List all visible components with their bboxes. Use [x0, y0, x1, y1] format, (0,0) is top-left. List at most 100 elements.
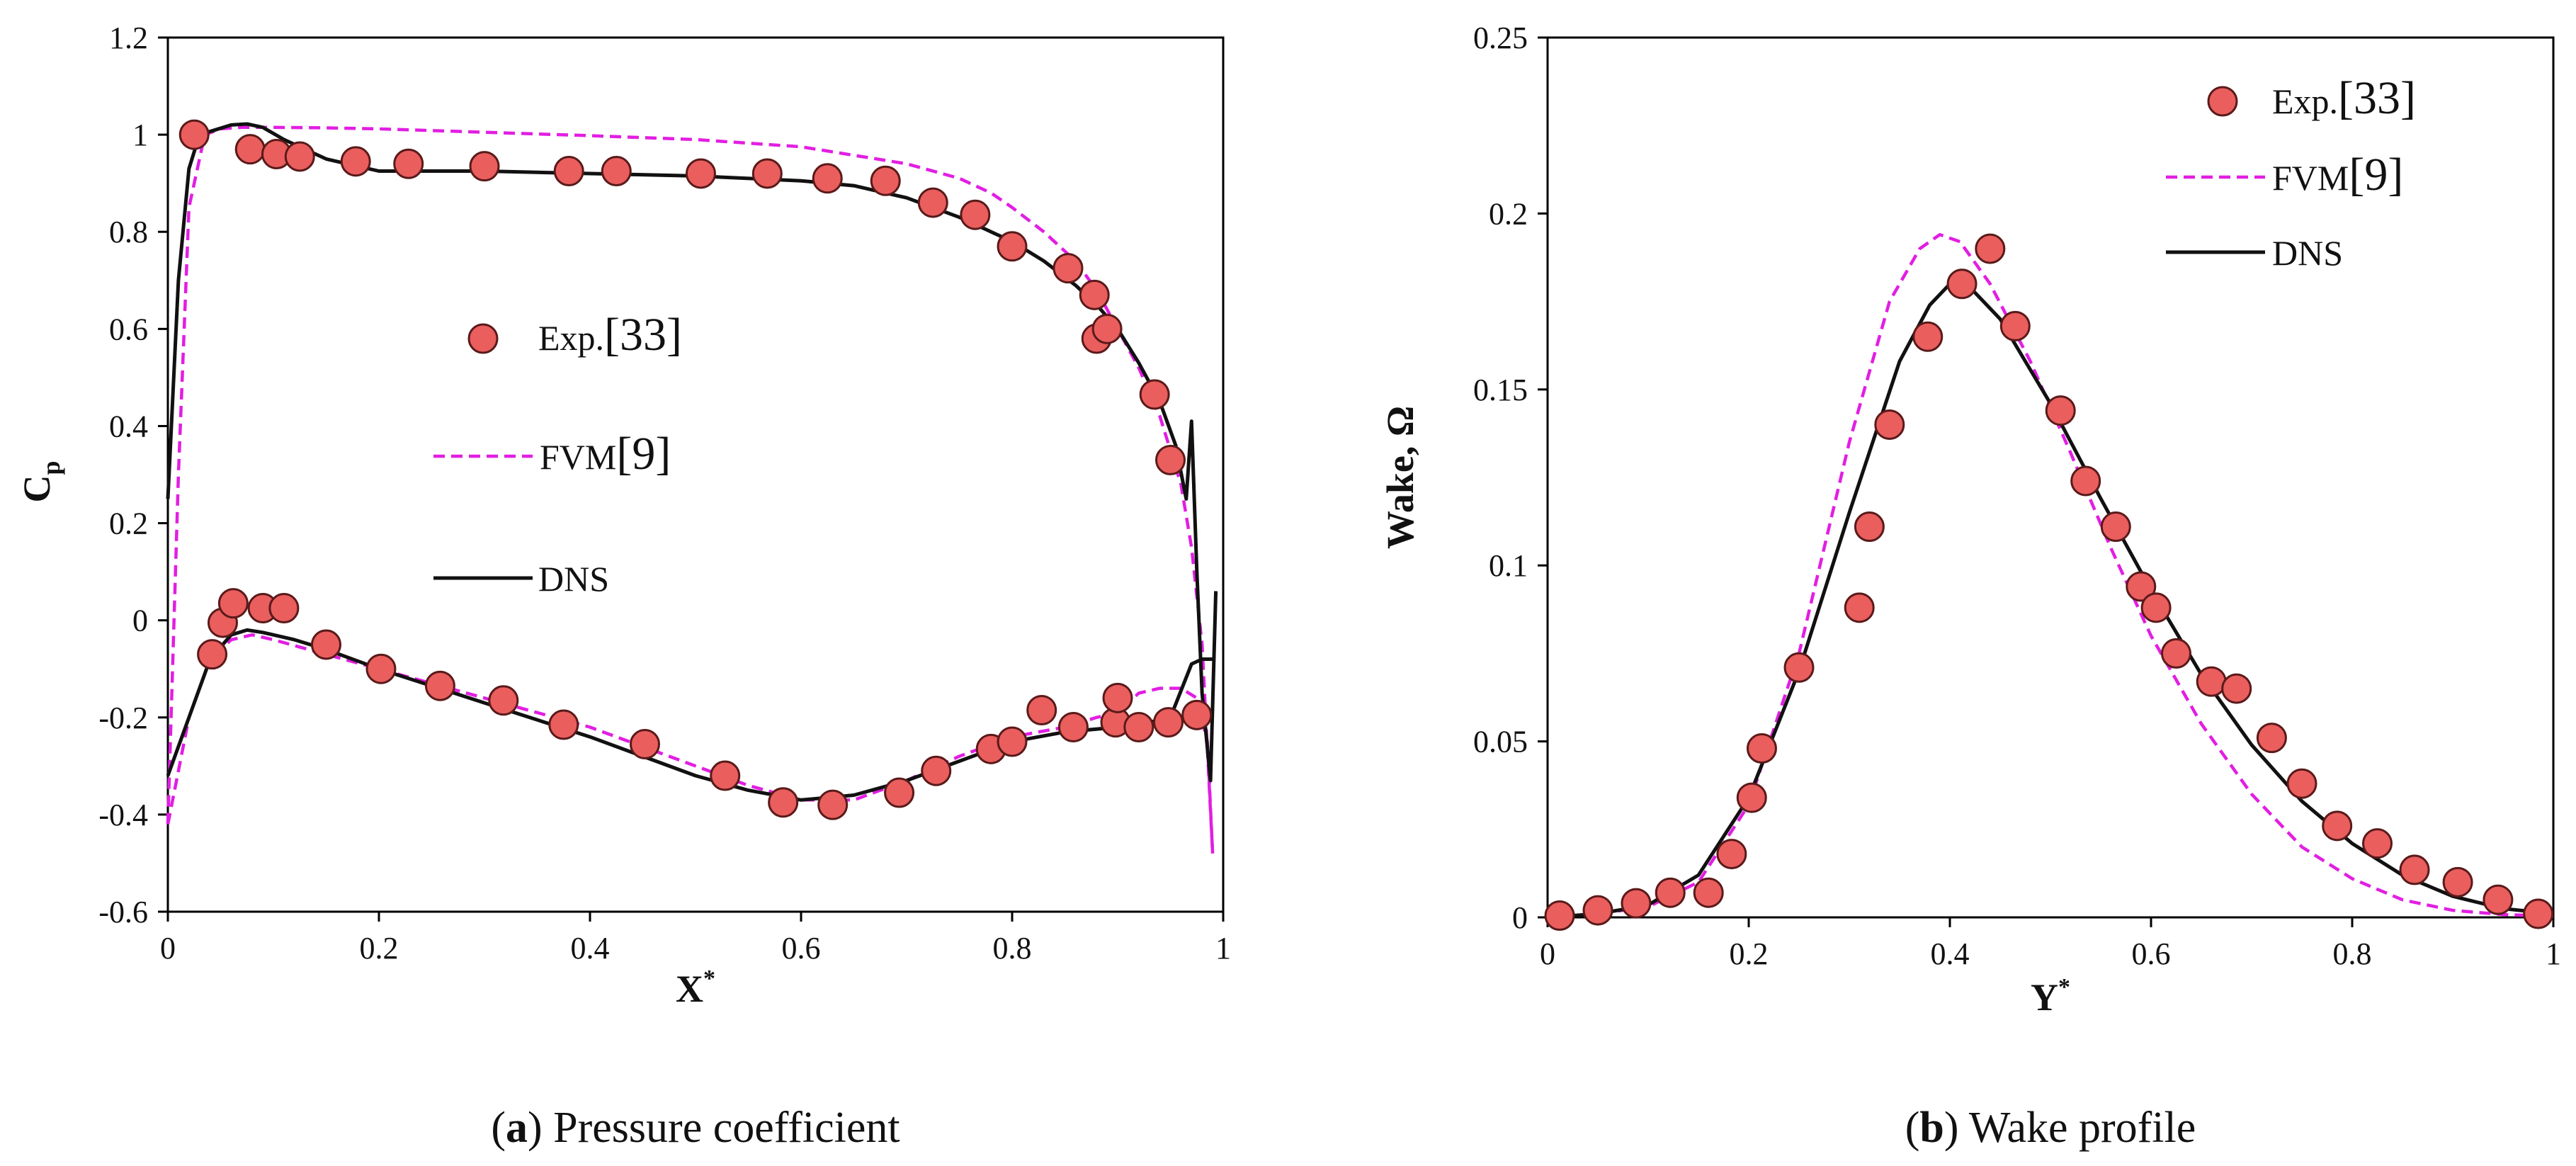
panel-b-exp-point — [2221, 673, 2252, 704]
panel-b-legend-dns-label: DNS — [2272, 233, 2343, 273]
panel-a-xtick-label: 0.2 — [360, 931, 399, 966]
panel-b-wake-profile: 0 0.2 0.4 0.6 0.8 1 0 0.05 0.1 0.15 0.2 0.25 Wake, … — [1379, 21, 2561, 1152]
panel-a-exp-point — [393, 148, 424, 179]
panel-a-exp-point — [1052, 253, 1084, 284]
panel-a-exp-point — [284, 141, 315, 172]
panel-a-exp-point — [812, 163, 843, 194]
panel-b-ytick-label: 0 — [1512, 900, 1528, 935]
panel-a-ytick-label: 0.8 — [109, 215, 148, 249]
panel-a-legend-exp-marker — [467, 323, 499, 354]
panel-b-exp-point — [1621, 888, 1652, 919]
panel-b-exp-point — [1693, 877, 1724, 908]
panel-a-ytick-label: -0.4 — [98, 798, 148, 832]
panel-b-xtick-label: 0.2 — [1730, 936, 1769, 971]
panel-a-exp-point — [424, 670, 455, 701]
panel-b-xlabel-sup: * — [2058, 974, 2070, 1000]
panel-b-caption-label: b — [1919, 1104, 1944, 1152]
panel-a-exp-point — [234, 134, 266, 165]
panel-a-xtick-label: 1 — [1215, 931, 1231, 966]
panel-a-xtick-label: 0.4 — [571, 931, 610, 966]
panel-a-ylabel-sub: p — [37, 460, 65, 475]
panel-b-exp-point — [2100, 511, 2131, 543]
panel-b-xtick-label: 0.8 — [2333, 936, 2372, 971]
panel-b-exp-point — [1874, 409, 1905, 440]
panel-a-exp-point — [629, 728, 660, 759]
panel-a-fvm-9-upper-line — [166, 125, 1215, 854]
panel-a-exp-point — [268, 593, 300, 624]
panel-b-fvm-9-line — [1547, 232, 2554, 919]
panel-a-exp-point — [710, 760, 741, 791]
panel-a-exp-point — [1153, 707, 1184, 738]
panel-b-legend: Exp.[33] FVM[9] DNS — [2166, 72, 2416, 273]
panel-b-legend-fvm-text: FVM — [2272, 158, 2349, 198]
panel-a-exp-point — [217, 588, 249, 619]
panel-b-exp-point — [1854, 511, 1885, 543]
panel-a-legend-fvm-label: FVM[9] — [540, 428, 671, 480]
panel-b-exp-point — [1912, 321, 1944, 352]
panel-a-x-axis-title: X* — [676, 966, 715, 1010]
panel-b-exp-point — [1746, 733, 1777, 764]
panel-a-exp-point — [1057, 711, 1089, 742]
panel-b-legend-exp-text: Exp. — [2272, 81, 2338, 121]
panel-a-exp-point — [488, 685, 519, 716]
panel-b-exp-point — [2286, 768, 2317, 799]
panel-b-exp-point — [2196, 666, 2227, 697]
panel-b-exp-point — [2523, 898, 2554, 929]
panel-a-exp-point — [1091, 313, 1123, 344]
panel-a-caption: (a) Pressure coefficient — [491, 1104, 900, 1152]
panel-b-x-axis-title: Y* — [2031, 974, 2070, 1019]
panel-b-exp-point — [1655, 877, 1686, 908]
panel-b-dns-line — [1547, 282, 2554, 919]
panel-b-legend-fvm-label: FVM[9] — [2272, 149, 2403, 200]
panel-b-legend-fvm-ref: [9] — [2349, 149, 2403, 200]
panel-b-exp-point — [2483, 884, 2514, 915]
panel-b-exp-point — [1844, 592, 1875, 623]
panel-a-exp-point — [884, 777, 915, 808]
panel-a-exp-point — [1155, 444, 1186, 475]
panel-b-exp-point — [1946, 268, 1978, 300]
svg-text:Cp: Cp — [16, 460, 65, 502]
panel-b-xtick-label: 0.6 — [2132, 936, 2171, 971]
panel-b-exp-point — [2362, 828, 2393, 859]
panel-b-exp-point — [2126, 571, 2157, 602]
panel-b-ylabel: Wake, Ω — [1379, 406, 1422, 549]
panel-b-legend-exp-marker — [2207, 86, 2238, 117]
panel-a-series-lines — [166, 122, 1218, 854]
panel-a-exp-point — [469, 151, 500, 182]
panel-b-xtick-label: 1 — [2546, 936, 2561, 971]
panel-a-legend-fvm-ref: [9] — [616, 428, 671, 480]
panel-a-ylabel: C — [16, 475, 58, 503]
panel-a-exp-point — [197, 639, 228, 670]
panel-a-ytick-label: 0.2 — [109, 506, 148, 541]
panel-a-ytick-label: 0.6 — [109, 312, 148, 346]
panel-a-exp-point — [1079, 279, 1110, 310]
panel-b-ytick-label: 0.05 — [1473, 725, 1528, 759]
panel-b-exp-point — [2442, 866, 2473, 898]
panel-b-caption-text: ) Wake profile — [1944, 1104, 2196, 1152]
panel-a-ytick-label: 1 — [132, 118, 148, 152]
panel-a-legend-dns-label: DNS — [538, 559, 609, 599]
panel-b-exp-point — [2161, 638, 2191, 669]
panel-a-xlabel-sup: * — [703, 966, 715, 992]
panel-a-exp-point — [768, 787, 799, 818]
panel-a-exp-point — [1139, 379, 1170, 410]
panel-a-exp-point — [548, 709, 579, 740]
panel-a-exp-point — [365, 653, 397, 684]
panel-a-xtick-label: 0.6 — [782, 931, 821, 966]
panel-b-plot-frame — [1546, 36, 2555, 919]
panel-a-exp-point — [997, 231, 1028, 262]
panel-a-legend-exp-label: Exp.[33] — [538, 309, 682, 361]
panel-a-exp-point — [1026, 694, 1057, 725]
panel-a-exp-point — [960, 199, 991, 230]
panel-b-xtick-label: 0.4 — [1931, 936, 1970, 971]
panel-b-caption: (b) Wake profile — [1905, 1104, 2196, 1152]
panel-b-ytick-label: 0.25 — [1473, 21, 1528, 55]
panel-a-xlabel: X — [676, 968, 703, 1010]
panel-b-xlabel: Y — [2031, 976, 2058, 1019]
panel-b-series-lines — [1547, 232, 2554, 919]
panel-a-exp-point — [340, 146, 371, 177]
panel-a-exp-point — [1123, 711, 1154, 742]
panel-a-ytick-label: 0 — [132, 604, 148, 638]
panel-a-exp-point — [1102, 682, 1133, 713]
